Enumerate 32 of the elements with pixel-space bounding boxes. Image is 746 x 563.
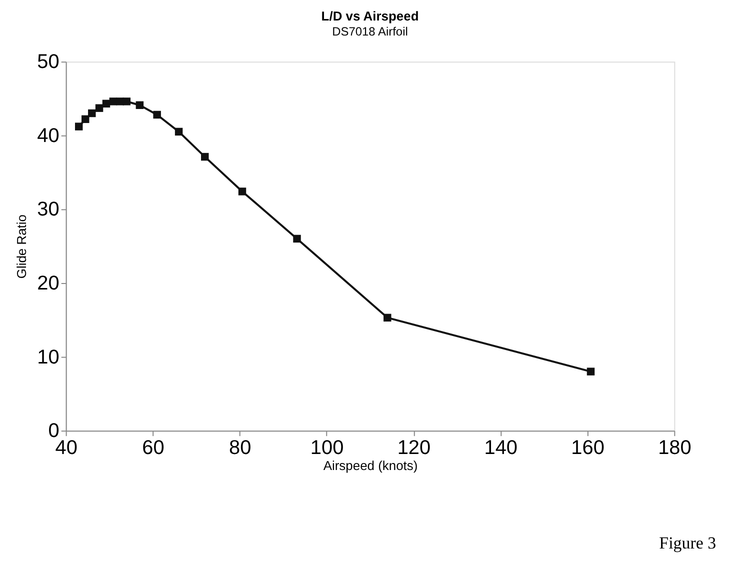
- point: [174, 128, 183, 136]
- x-axis-title: Airspeed (knots): [323, 458, 418, 473]
- point: [153, 110, 161, 119]
- x-tick-label: 60: [142, 437, 164, 460]
- y-axis-title: Glide Ratio: [14, 214, 30, 279]
- chart-title: L/D vs Airspeed: [321, 8, 419, 24]
- chart-subtitle: DS7018 Airfoil: [332, 24, 408, 39]
- point: [201, 152, 209, 161]
- x-tick-label: 180: [658, 437, 692, 460]
- point: [136, 101, 144, 109]
- point: [74, 122, 83, 130]
- point: [122, 98, 131, 106]
- x-tick-label: 140: [484, 437, 518, 460]
- point: [82, 115, 90, 124]
- point: [95, 104, 104, 112]
- point: [586, 368, 595, 376]
- x-tick-label: 120: [397, 437, 431, 460]
- point: [102, 100, 110, 108]
- point: [109, 98, 118, 106]
- point: [293, 234, 301, 243]
- y-tick-label: 20: [37, 272, 60, 294]
- y-tick-label: 10: [37, 346, 60, 368]
- y-tick-label: 40: [37, 124, 60, 147]
- y-tick-label: 50: [37, 51, 60, 74]
- point: [88, 109, 96, 118]
- point: [384, 314, 392, 322]
- y-tick-label: 30: [37, 198, 60, 221]
- caption: Figure 3: [659, 533, 716, 552]
- x-tick-label: 160: [571, 437, 604, 460]
- point: [238, 188, 246, 196]
- x-tick-label: 100: [310, 437, 344, 460]
- x-tick-label: 80: [229, 437, 252, 460]
